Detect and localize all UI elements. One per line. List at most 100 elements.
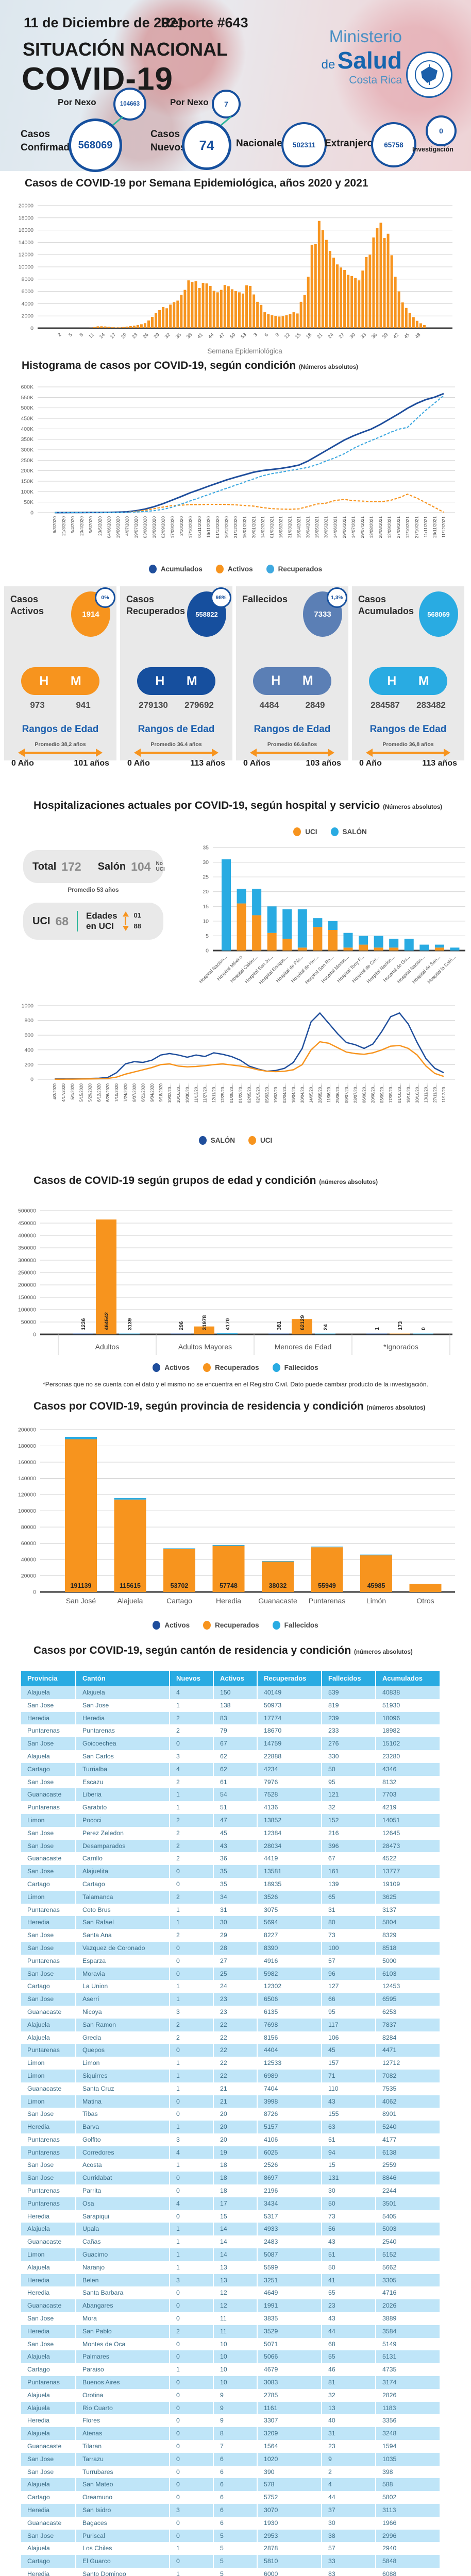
table-cell: 43 (322, 2095, 376, 2108)
table-cell: Escazu (76, 1775, 170, 1789)
table-cell: San Rafael (76, 1916, 170, 1929)
table-row: Limon Pococi 2 47 13852 152 14051 (21, 1814, 441, 1827)
table-cell: 4 (170, 1686, 214, 1699)
table-cell: 18982 (376, 1724, 441, 1738)
table-cell: 1 (170, 2567, 214, 2576)
table-cell: San Jose (21, 2529, 76, 2543)
svg-text:550K: 550K (21, 395, 33, 401)
svg-text:200000: 200000 (18, 1427, 36, 1433)
svg-text:60000: 60000 (21, 1540, 36, 1547)
svg-text:100K: 100K (21, 489, 33, 495)
table-cell: 3251 (258, 2274, 322, 2287)
svg-text:Hospital Monse...: Hospital Monse... (321, 954, 350, 984)
divider (77, 911, 78, 931)
hosp-chart-title: Hospitalizaciones actuales por COVID-19,… (33, 800, 443, 811)
table-cell: 35 (214, 1865, 258, 1878)
table-row: San Jose Mora 0 11 3835 43 3889 (21, 2312, 441, 2325)
table-cell: 65 (322, 1890, 376, 1904)
table-cell: Cartago (76, 1877, 170, 1891)
table-cell: Atenas (76, 2427, 170, 2441)
table-cell: Alajuela (21, 2478, 76, 2492)
table-cell: 117 (322, 2018, 376, 2031)
svg-text:29/06/2021: 29/06/2021 (342, 516, 347, 538)
table-cell: Puntarenas (21, 1954, 76, 1968)
table-cell: Corredores (76, 2146, 170, 2159)
table-cell: 10 (214, 2376, 258, 2389)
svg-text:02/19/20...: 02/19/20... (256, 1083, 261, 1103)
legend-item: UCI (293, 827, 317, 836)
table-cell: Puntarenas (21, 2184, 76, 2197)
svg-text:2000: 2000 (22, 313, 34, 319)
age-range-arrow (250, 748, 334, 757)
svg-text:39: 39 (381, 332, 389, 340)
table-cell: 1 (170, 1699, 214, 1712)
svg-text:300000: 300000 (18, 1258, 36, 1264)
svg-text:28/08/2021: 28/08/2021 (378, 516, 383, 538)
svg-text:31978: 31978 (201, 1315, 208, 1330)
legend-dot-icon (272, 1621, 280, 1630)
svg-text:4170: 4170 (225, 1318, 231, 1330)
nuevos-label: Casos Nuevos (150, 129, 186, 153)
table-cell: 5240 (376, 2121, 441, 2133)
table-cell: 5 (214, 2542, 258, 2555)
table-cell: 22 (214, 2044, 258, 2057)
table-cell: 44 (322, 2325, 376, 2338)
table-cell: 3529 (258, 2325, 322, 2338)
svg-text:Otros: Otros (416, 1597, 434, 1605)
table-cell: 4419 (258, 1852, 322, 1866)
table-cell: 138 (214, 1699, 258, 1712)
svg-text:29/07/2021: 29/07/2021 (360, 516, 365, 538)
svg-text:16/03/2021: 16/03/2021 (278, 516, 283, 538)
table-cell: 2940 (376, 2542, 441, 2555)
table-cell: Guanacaste (21, 2516, 76, 2530)
table-cell: 6 (214, 2491, 258, 2504)
table-cell: 96 (322, 1967, 376, 1980)
svg-text:200K: 200K (21, 468, 33, 474)
table-cell: 19 (214, 2146, 258, 2159)
table-cell: San Jose (21, 2465, 76, 2479)
svg-text:11/27/20...: 11/27/20... (203, 1083, 208, 1103)
table-cell: San Isidro (76, 2504, 170, 2517)
nexo1-value: 104663 (113, 88, 146, 121)
table-cell: 127 (322, 1980, 376, 1993)
table-row: Alajuela Orotina 0 9 2785 32 2826 (21, 2388, 441, 2402)
svg-text:Hospital de San...: Hospital de San... (411, 954, 441, 984)
table-cell: 2878 (258, 2542, 322, 2555)
table-cell: Flores (76, 2414, 170, 2428)
table-cell: Guanacaste (21, 2005, 76, 2019)
table-cell: 30 (322, 2184, 376, 2197)
table-row: Puntarenas Parrita 0 18 2196 30 2244 (21, 2184, 441, 2197)
svg-text:09/07/20...: 09/07/20... (344, 1083, 349, 1103)
table-row: Guanacaste Cañas 1 14 2483 43 2540 (21, 2235, 441, 2249)
table-cell: 155 (322, 2108, 376, 2121)
table-cell: 4136 (258, 1801, 322, 1814)
table-row: San Jose Escazu 2 61 7976 95 8132 (21, 1775, 441, 1789)
svg-text:Adultos Mayores: Adultos Mayores (178, 1343, 232, 1351)
table-cell: 8284 (376, 2031, 441, 2044)
table-cell: 6103 (376, 1967, 441, 1980)
table-cell: 1 (170, 1993, 214, 2006)
legend-item: Activos (153, 1363, 190, 1372)
report-header: 11 de Diciembre de 2021 Reporte #643 SIT… (0, 0, 471, 172)
table-cell: 2244 (376, 2184, 441, 2197)
svg-text:21: 21 (316, 332, 324, 340)
svg-text:12/09/2021: 12/09/2021 (387, 516, 392, 538)
table-cell: San Mateo (76, 2478, 170, 2492)
svg-text:20000: 20000 (21, 1573, 36, 1579)
table-cell: San Jose (21, 2108, 76, 2121)
svg-text:150000: 150000 (18, 1295, 36, 1301)
svg-text:*Ignorados: *Ignorados (383, 1343, 418, 1351)
svg-text:20/4/2020: 20/4/2020 (79, 516, 85, 536)
svg-text:01/03/2021: 01/03/2021 (269, 516, 274, 538)
table-cell: 12453 (376, 1980, 441, 1993)
extranjeros-value: 65758 (371, 122, 416, 167)
svg-text:41: 41 (196, 332, 204, 340)
table-row: Puntarenas Esparza 0 27 4916 57 5000 (21, 1954, 441, 1968)
table-cell: 1991 (258, 2299, 322, 2313)
table-cell: 6138 (376, 2146, 441, 2159)
legend-item: SALÓN (198, 1136, 235, 1145)
table-cell: San Jose (21, 2452, 76, 2466)
table-cell: 1 (170, 2121, 214, 2133)
table-cell: San Ramon (76, 2018, 170, 2031)
table-cell: 14051 (376, 1814, 441, 1827)
